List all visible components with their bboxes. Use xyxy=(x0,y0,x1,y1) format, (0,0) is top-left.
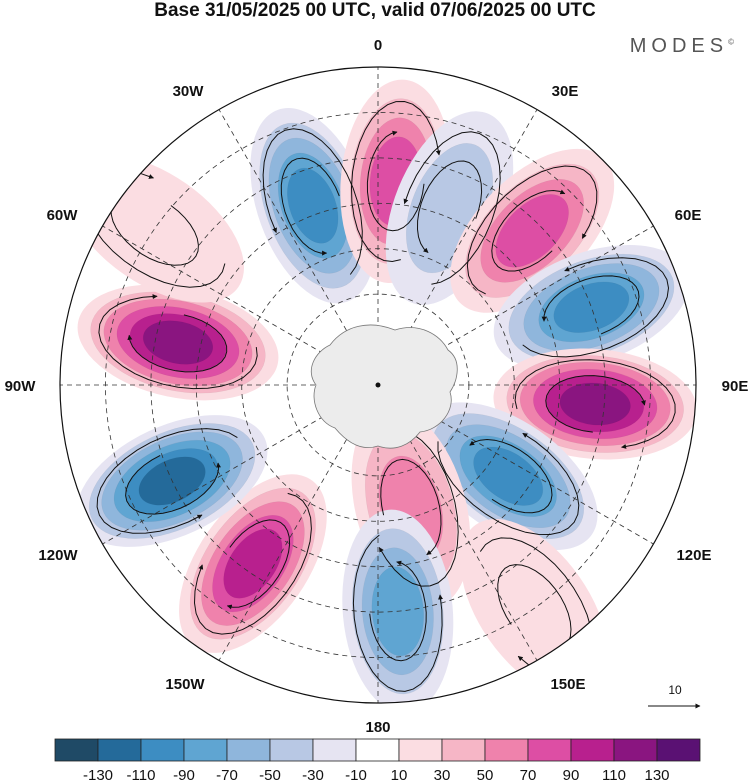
lon-label-30w: 30W xyxy=(173,83,205,100)
anomaly-contour xyxy=(287,167,339,244)
streamline xyxy=(497,564,572,648)
meridian-line xyxy=(102,384,379,545)
brand-mark: © xyxy=(728,37,734,47)
colorbar-tick-label: 110 xyxy=(602,767,626,783)
streamline xyxy=(403,131,501,285)
brand-logo: MODES© xyxy=(630,35,734,58)
streamline xyxy=(350,100,441,263)
anomaly-contour xyxy=(495,194,569,268)
streamline xyxy=(280,157,340,256)
colorbar-swatch xyxy=(355,738,400,762)
colorbar-tick-label: -90 xyxy=(173,767,195,783)
lon-label-120w: 120W xyxy=(38,547,78,564)
streamline xyxy=(416,160,483,253)
meridian-line xyxy=(377,384,538,661)
lon-label-0: 0 xyxy=(374,37,382,54)
colorbar-swatch xyxy=(527,738,572,762)
colorbar-swatch xyxy=(183,738,228,762)
streamline xyxy=(466,165,598,295)
meridian-line xyxy=(218,384,379,661)
colorbar-tick-label: 90 xyxy=(563,767,580,783)
lon-label-60w: 60W xyxy=(47,207,79,224)
streamline xyxy=(545,375,646,433)
lon-label-120e: 120E xyxy=(676,547,711,564)
colorbar-swatch xyxy=(97,738,142,762)
lon-label-150e: 150E xyxy=(550,676,585,693)
colorbar-swatch xyxy=(398,738,443,762)
colorbar-tick-label: -10 xyxy=(345,767,367,783)
streamline xyxy=(514,359,676,449)
colorbar-tick-label: -50 xyxy=(259,767,281,783)
streamline xyxy=(226,519,291,610)
meridian-line xyxy=(377,384,654,545)
lon-label-90w: 90W xyxy=(5,378,37,395)
reference-vector-label: 10 xyxy=(668,683,682,697)
meridian-line xyxy=(377,225,654,386)
streamline xyxy=(437,432,580,536)
streamline xyxy=(522,257,670,358)
colorbar-swatch xyxy=(54,738,99,762)
streamline xyxy=(125,454,221,515)
map-boundary xyxy=(59,66,697,704)
colorbar-tick-label: 70 xyxy=(520,767,537,783)
streamline xyxy=(96,428,238,534)
graticule xyxy=(60,67,696,703)
anomaly-layer xyxy=(65,79,696,703)
antarctica-landmass xyxy=(311,324,458,449)
streamline xyxy=(352,534,444,692)
colorbar-swatch xyxy=(441,738,486,762)
colorbar-swatch xyxy=(269,738,314,762)
lon-label-150w: 150W xyxy=(165,676,205,693)
anomaly-contour xyxy=(223,528,283,599)
colorbar-swatches xyxy=(54,738,701,762)
streamline xyxy=(369,560,427,662)
colorbar-tick-label: -110 xyxy=(127,767,156,783)
lon-label-30e: 30E xyxy=(552,83,579,100)
streamline xyxy=(491,189,566,272)
streamline xyxy=(262,128,363,275)
streamline xyxy=(193,492,312,635)
streamline xyxy=(541,275,640,335)
streamline xyxy=(469,438,553,514)
lon-label-60e: 60E xyxy=(675,207,702,224)
streamline xyxy=(108,202,199,266)
anomaly-contour xyxy=(553,281,630,333)
anomaly-contour xyxy=(142,320,214,365)
south-pole-marker xyxy=(375,382,381,388)
colorbar-swatch xyxy=(140,738,185,762)
lon-label-180: 180 xyxy=(365,719,390,736)
colorbar-tick-label: 10 xyxy=(391,767,408,783)
lon-label-90e: 90E xyxy=(722,378,749,395)
colorbar-swatch xyxy=(613,738,658,762)
streamline xyxy=(127,314,228,373)
colorbar-tick-label: -130 xyxy=(83,767,113,783)
colorbar-tick-label: -30 xyxy=(302,767,324,783)
colorbar-swatch xyxy=(484,738,529,762)
colorbar: -130 -110 -90 -70 -50 -30 -10 10 30 50 70 90 110 130 xyxy=(54,738,701,783)
brand-text: MODES xyxy=(629,35,729,57)
colorbar-swatch xyxy=(656,738,701,762)
meridian-line xyxy=(102,225,379,386)
streamline xyxy=(366,130,425,232)
meridian-line xyxy=(377,109,538,386)
colorbar-ticks: -130 -110 -90 -70 -50 -30 -10 10 30 50 70 90 110 130 xyxy=(83,767,670,783)
colorbar-tick-label: 50 xyxy=(477,767,494,783)
map-title: Base 31/05/2025 00 UTC, valid 07/06/2025… xyxy=(154,0,596,21)
streamline xyxy=(98,294,258,390)
colorbar-tick-label: 30 xyxy=(434,767,451,783)
meridian-line xyxy=(218,109,379,386)
anomaly-contour xyxy=(559,382,631,426)
colorbar-tick-label: 130 xyxy=(644,767,669,783)
colorbar-swatch xyxy=(226,738,271,762)
colorbar-swatch xyxy=(312,738,357,762)
colorbar-tick-label: -70 xyxy=(216,767,238,783)
colorbar-swatch xyxy=(570,738,615,762)
streamline xyxy=(380,458,442,556)
